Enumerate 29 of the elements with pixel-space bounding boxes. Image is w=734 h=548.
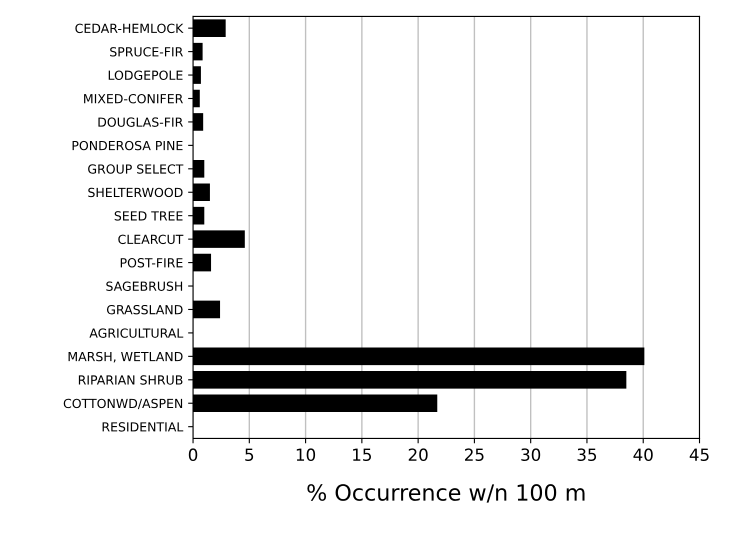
x-tick-label: 0 — [188, 448, 198, 462]
y-tick-label: AGRICULTURAL — [89, 328, 184, 338]
x-tick-label: 30 — [521, 448, 540, 462]
y-tick-label: SEED TREE — [114, 211, 183, 221]
y-tick-label: GROUP SELECT — [88, 164, 184, 174]
y-tick-label: RIPARIAN SHRUB — [78, 375, 182, 385]
y-tick-label: RESIDENTIAL — [102, 422, 184, 432]
x-tick-label: 45 — [690, 448, 709, 462]
y-tick-label: CEDAR-HEMLOCK — [75, 24, 184, 34]
x-tick-label: 15 — [353, 448, 372, 462]
y-tick-label: POST-FIRE — [120, 258, 183, 268]
x-tick-label: 25 — [465, 448, 484, 462]
x-tick-label: 20 — [408, 448, 428, 462]
y-tick-label: LODGEPOLE — [108, 70, 183, 80]
y-tick-label: MIXED-CONIFER — [84, 94, 183, 104]
x-tick-label: 40 — [633, 448, 653, 462]
y-tick-label: SPRUCE-FIR — [110, 47, 183, 57]
x-tick-label: 5 — [245, 448, 254, 462]
y-tick-label: SAGEBRUSH — [106, 281, 182, 291]
y-tick-label: COTTONWD/ASPEN — [64, 398, 182, 410]
y-tick-label: SHELTERWOOD — [88, 188, 183, 198]
y-tick-label: PONDEROSA PINE — [72, 140, 183, 150]
y-tick-label: DOUGLAS-FIR — [98, 117, 183, 127]
x-tick-label: 10 — [296, 448, 316, 462]
x-axis-title: % Occurrence w/n 100 m — [307, 484, 584, 503]
y-tick-label: MARSH, WETLAND — [68, 352, 183, 363]
y-tick-label: CLEARCUT — [118, 234, 184, 244]
x-tick-label: 35 — [578, 448, 596, 462]
y-tick-label: GRASSLAND — [106, 304, 183, 314]
